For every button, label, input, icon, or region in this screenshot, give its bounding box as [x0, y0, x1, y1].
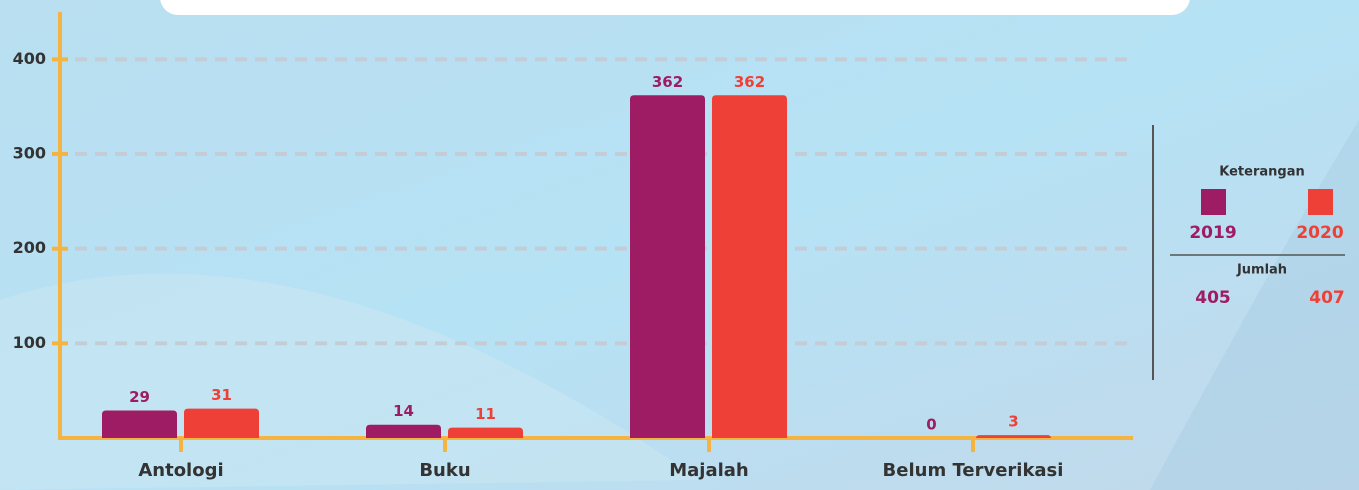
bar	[184, 408, 259, 438]
x-tick-label: Belum Terverikasi	[883, 460, 1064, 481]
value-label: 362	[652, 73, 683, 91]
header-box	[160, 0, 1190, 15]
value-label: 31	[211, 386, 232, 404]
y-tick-label: 300	[13, 144, 46, 163]
legend-label: 2020	[1296, 223, 1343, 243]
bar	[102, 410, 177, 438]
bar	[448, 427, 523, 438]
bar	[712, 95, 787, 438]
value-label: 29	[129, 388, 150, 406]
bar	[630, 95, 705, 438]
totals-title: Jumlah	[1236, 263, 1287, 278]
bar	[366, 424, 441, 438]
y-tick-label: 200	[13, 238, 46, 257]
x-tick-label: Antologi	[138, 460, 223, 481]
x-tick-label: Buku	[419, 460, 470, 481]
value-label: 0	[926, 416, 936, 434]
y-tick-label: 400	[13, 49, 46, 68]
decor	[1150, 120, 1359, 490]
x-tick-label: Majalah	[669, 460, 749, 481]
y-tick-label: 100	[13, 333, 46, 352]
value-label: 3	[1008, 413, 1018, 431]
value-label: 14	[393, 402, 414, 420]
legend-label: 2019	[1189, 223, 1236, 243]
legend-title: Keterangan	[1219, 165, 1304, 180]
total-label: 405	[1195, 288, 1231, 308]
total-label: 407	[1309, 288, 1345, 308]
value-label: 362	[734, 73, 765, 91]
legend-swatch	[1308, 189, 1333, 215]
value-label: 11	[475, 405, 496, 423]
bar	[976, 435, 1051, 438]
legend-swatch	[1201, 189, 1226, 215]
